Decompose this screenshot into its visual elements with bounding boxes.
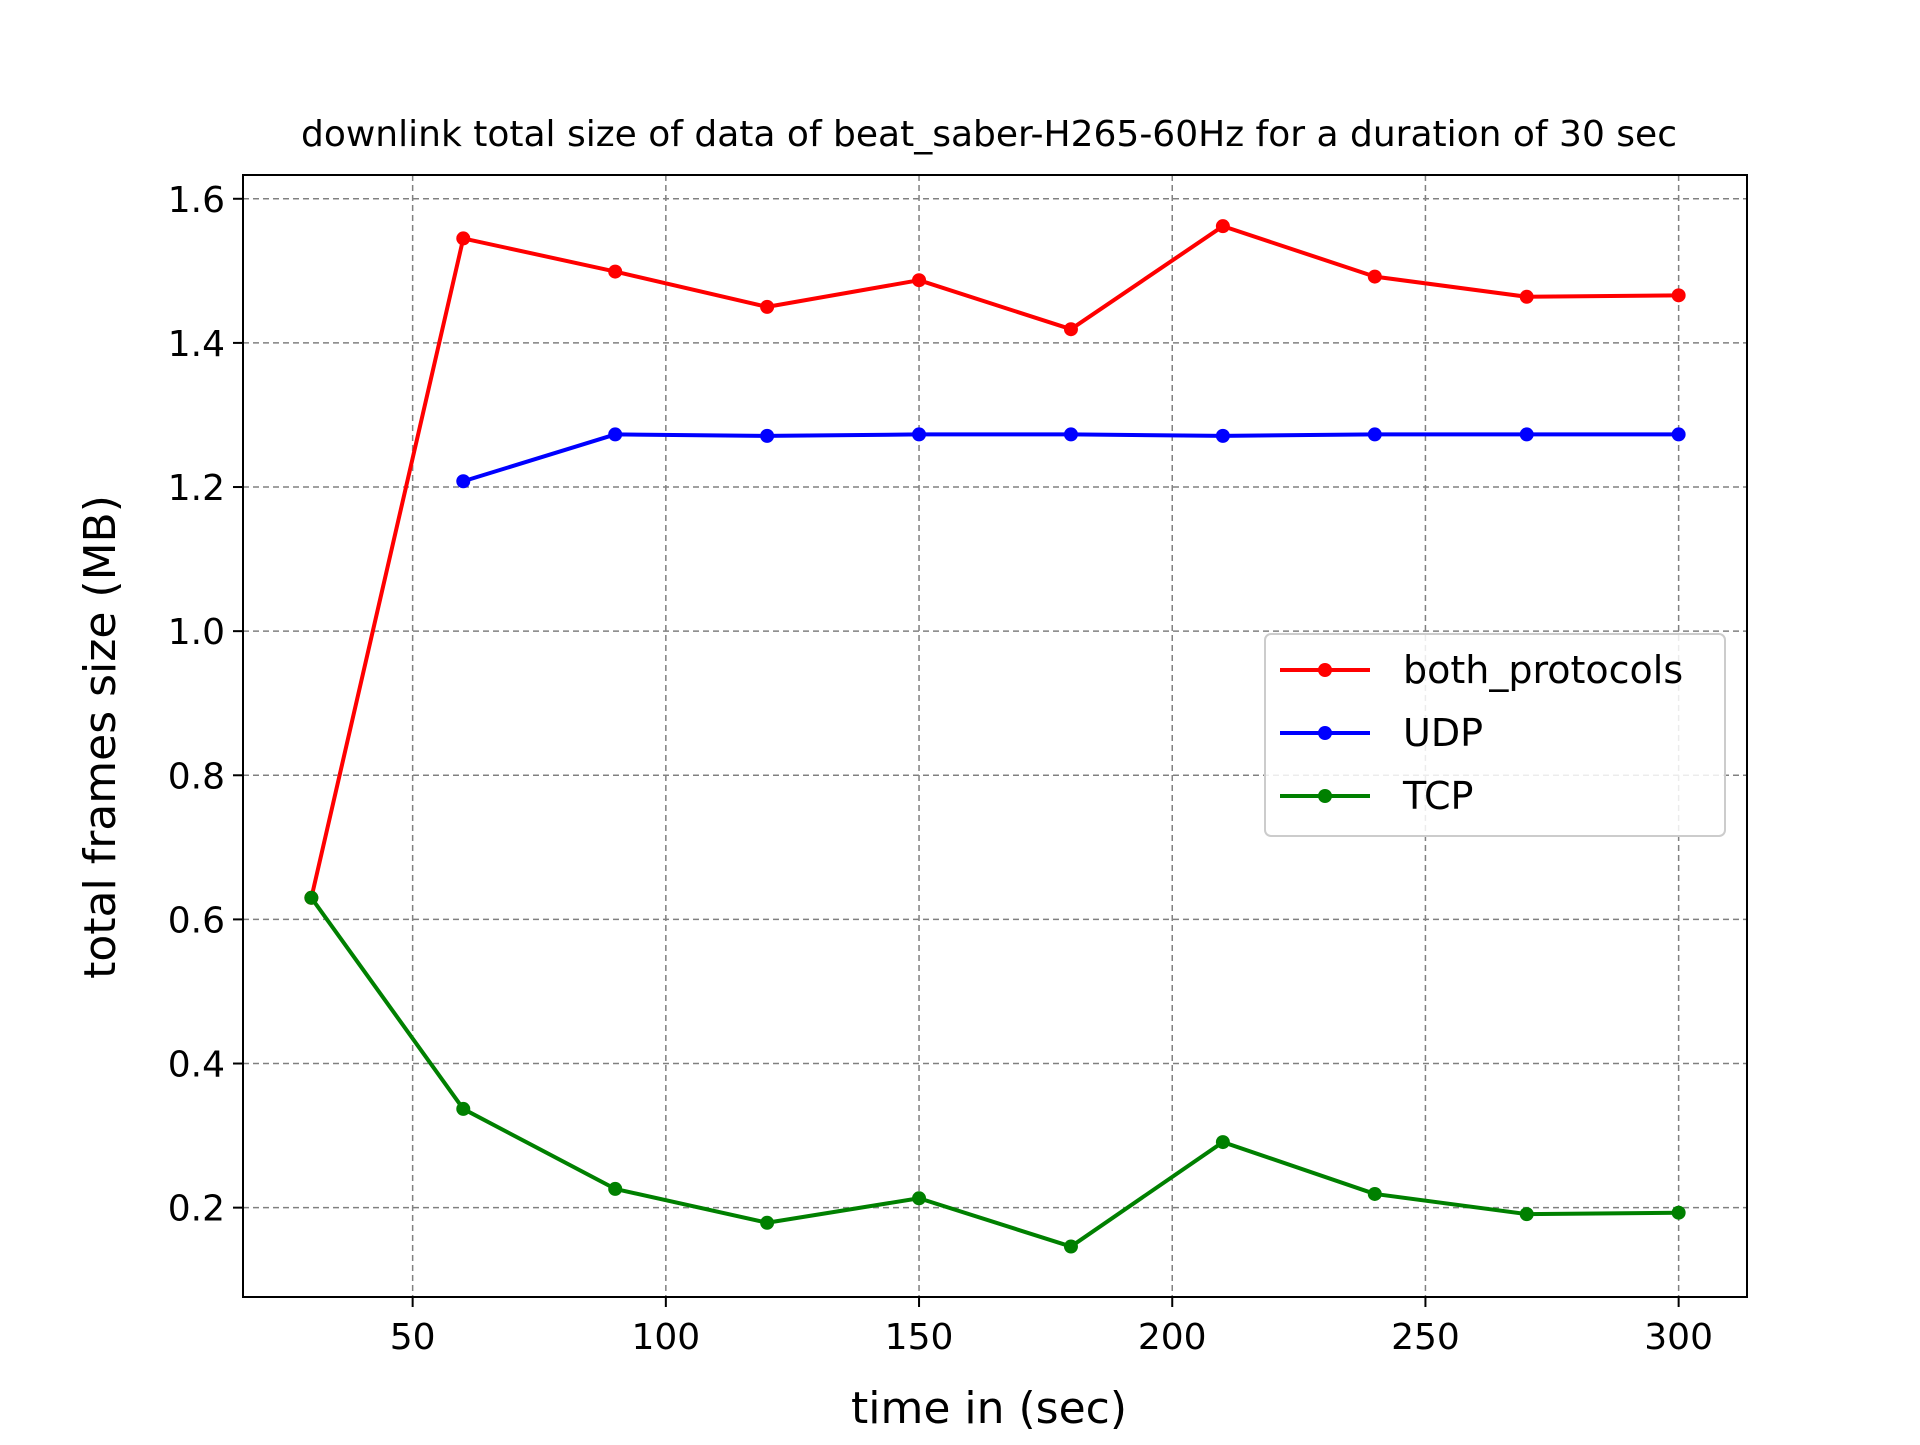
x-axis-label: time in (sec) [851, 1383, 1127, 1434]
legend-item: TCP [1280, 774, 1473, 818]
data-point [1671, 288, 1686, 303]
x-tick-label: 50 [390, 1317, 436, 1358]
plot-area-frame [242, 174, 1748, 1298]
data-point [1519, 1207, 1534, 1222]
x-tick-label: 300 [1644, 1317, 1713, 1358]
grid-lines [243, 175, 1747, 1297]
y-axis-label: total frames size (MB) [75, 495, 126, 979]
data-point [1519, 289, 1534, 304]
data-point [1215, 428, 1230, 443]
legend: both_protocols UDP TCP [1264, 633, 1726, 837]
data-point [912, 427, 927, 442]
data-point [1063, 1239, 1078, 1254]
data-point [1367, 427, 1382, 442]
data-point [456, 1101, 471, 1116]
x-tick-label: 250 [1391, 1317, 1460, 1358]
legend-label: both_protocols [1403, 648, 1683, 692]
data-point [1063, 427, 1078, 442]
data-point [304, 890, 319, 905]
data-point [912, 273, 927, 288]
data-point [1215, 1135, 1230, 1150]
data-point [760, 299, 775, 314]
data-point [1671, 427, 1686, 442]
data-point [1063, 322, 1078, 337]
data-point [760, 428, 775, 443]
data-point [760, 1215, 775, 1230]
data-point [1367, 1186, 1382, 1201]
axis-ticks: 50 100 150 200 250 300 0.2 0.4 0.6 0.8 1.0 1.2 1.4 1.… [168, 180, 1713, 1358]
data-point [912, 1191, 927, 1206]
y-tick-label: 1.2 [168, 468, 225, 509]
legend-swatch-marker [1318, 789, 1332, 803]
legend-item: UDP [1280, 711, 1483, 755]
x-tick-label: 150 [885, 1317, 954, 1358]
y-tick-label: 0.2 [168, 1189, 225, 1230]
data-point [1519, 427, 1534, 442]
legend-swatch-marker [1318, 726, 1332, 740]
legend-label: UDP [1403, 711, 1483, 755]
data-point [456, 474, 471, 489]
x-tick-label: 100 [631, 1317, 700, 1358]
series-tcp [304, 890, 1686, 1254]
y-tick-label: 1.0 [168, 612, 225, 653]
series-udp [456, 427, 1686, 489]
data-point [608, 1181, 623, 1196]
data-point [608, 264, 623, 279]
data-point [1367, 269, 1382, 284]
legend-swatch-marker [1318, 663, 1332, 677]
y-tick-label: 0.8 [168, 756, 225, 797]
series-line [309, 224, 1679, 899]
y-tick-label: 1.6 [168, 180, 225, 221]
data-point [1671, 1205, 1686, 1220]
series-layer [304, 219, 1686, 1254]
y-tick-label: 1.4 [168, 324, 225, 365]
chart-title: downlink total size of data of beat_sabe… [301, 114, 1677, 155]
x-tick-label: 200 [1138, 1317, 1207, 1358]
y-tick-label: 0.4 [168, 1045, 225, 1086]
series-line [309, 896, 1679, 1249]
legend-item: both_protocols [1280, 648, 1683, 692]
legend-label: TCP [1402, 774, 1473, 818]
data-point [456, 231, 471, 246]
legend-box [1264, 633, 1726, 837]
y-tick-label: 0.6 [168, 900, 225, 941]
data-point [608, 427, 623, 442]
data-point [1215, 219, 1230, 234]
